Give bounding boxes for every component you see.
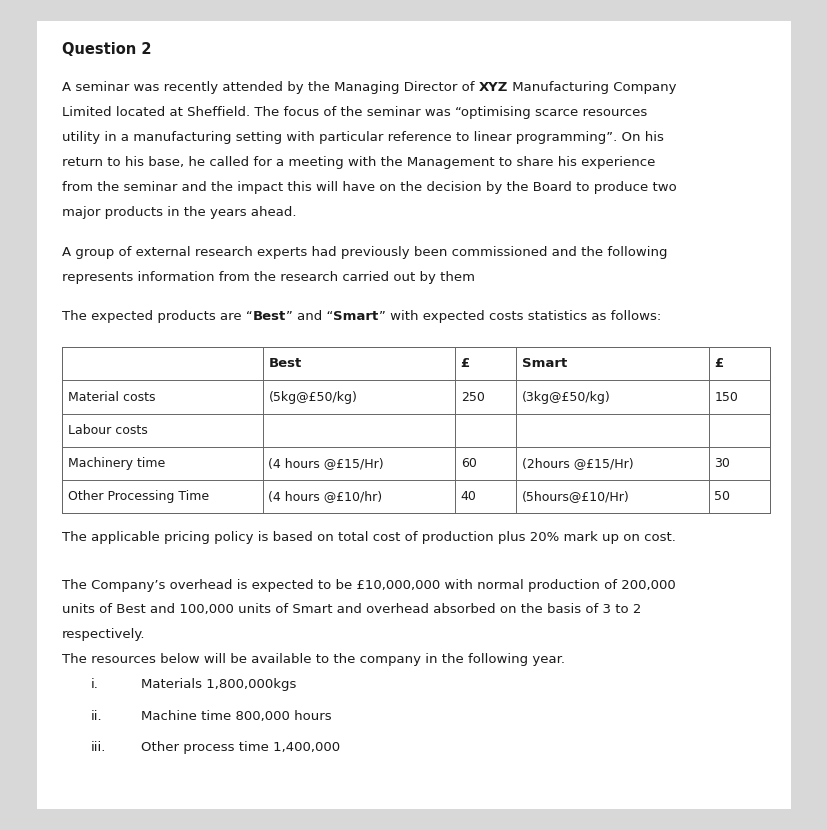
Text: The applicable pricing policy is based on total cost of production plus 20% mark: The applicable pricing policy is based o… [62,531,675,544]
Text: from the seminar and the impact this will have on the decision by the Board to p: from the seminar and the impact this wil… [62,181,676,194]
Text: Smart: Smart [522,358,566,370]
Text: 150: 150 [714,391,738,403]
Text: 250: 250 [460,391,484,403]
Text: Material costs: Material costs [68,391,155,403]
Text: Smart: Smart [333,310,378,324]
Text: The resources below will be available to the company in the following year.: The resources below will be available to… [62,653,564,666]
Text: £: £ [460,358,469,370]
Text: return to his base, he called for a meeting with the Management to share his exp: return to his base, he called for a meet… [62,156,655,169]
Text: i.: i. [91,678,99,691]
Text: Labour costs: Labour costs [68,424,147,437]
Text: (2hours @£15/Hr): (2hours @£15/Hr) [522,457,633,470]
Text: ” and “: ” and “ [286,310,333,324]
Text: iii.: iii. [91,741,107,754]
Text: Question 2: Question 2 [62,42,151,56]
Bar [62,347,769,513]
Text: The Company’s overhead is expected to be £10,000,000 with normal production of 2: The Company’s overhead is expected to be… [62,579,675,592]
Text: £: £ [714,358,723,370]
Text: utility in a manufacturing setting with particular reference to linear programmi: utility in a manufacturing setting with … [62,131,663,144]
Text: A seminar was recently attended by the Managing Director of: A seminar was recently attended by the M… [62,81,478,95]
Text: Other Processing Time: Other Processing Time [68,491,208,503]
Text: units of Best and 100,000 units of Smart and overhead absorbed on the basis of 3: units of Best and 100,000 units of Smart… [62,603,641,617]
Text: (4 hours @£15/Hr): (4 hours @£15/Hr) [268,457,384,470]
Text: (4 hours @£10/hr): (4 hours @£10/hr) [268,491,382,503]
Text: ii.: ii. [91,710,103,723]
Text: A group of external research experts had previously been commissioned and the fo: A group of external research experts had… [62,246,667,259]
Text: (5kg@£50/kg): (5kg@£50/kg) [268,391,357,403]
Text: respectively.: respectively. [62,628,146,642]
Text: Materials 1,800,000kgs: Materials 1,800,000kgs [141,678,296,691]
Text: major products in the years ahead.: major products in the years ahead. [62,206,296,219]
Text: Manufacturing Company: Manufacturing Company [508,81,676,95]
Text: ” with expected costs statistics as follows:: ” with expected costs statistics as foll… [378,310,660,324]
Text: Other process time 1,400,000: Other process time 1,400,000 [141,741,339,754]
Text: 60: 60 [460,457,476,470]
Text: 40: 40 [460,491,476,503]
Text: (5hours@£10/Hr): (5hours@£10/Hr) [522,491,629,503]
Text: Machine time 800,000 hours: Machine time 800,000 hours [141,710,331,723]
Text: Machinery time: Machinery time [68,457,165,470]
Text: represents information from the research carried out by them: represents information from the research… [62,271,475,284]
Text: Best: Best [268,358,301,370]
Text: The expected products are “: The expected products are “ [62,310,252,324]
Text: 30: 30 [714,457,729,470]
Text: 50: 50 [714,491,729,503]
Text: Limited located at Sheffield. The focus of the seminar was “optimising scarce re: Limited located at Sheffield. The focus … [62,106,647,120]
Text: Best: Best [252,310,286,324]
Text: XYZ: XYZ [478,81,508,95]
Text: (3kg@£50/kg): (3kg@£50/kg) [522,391,610,403]
